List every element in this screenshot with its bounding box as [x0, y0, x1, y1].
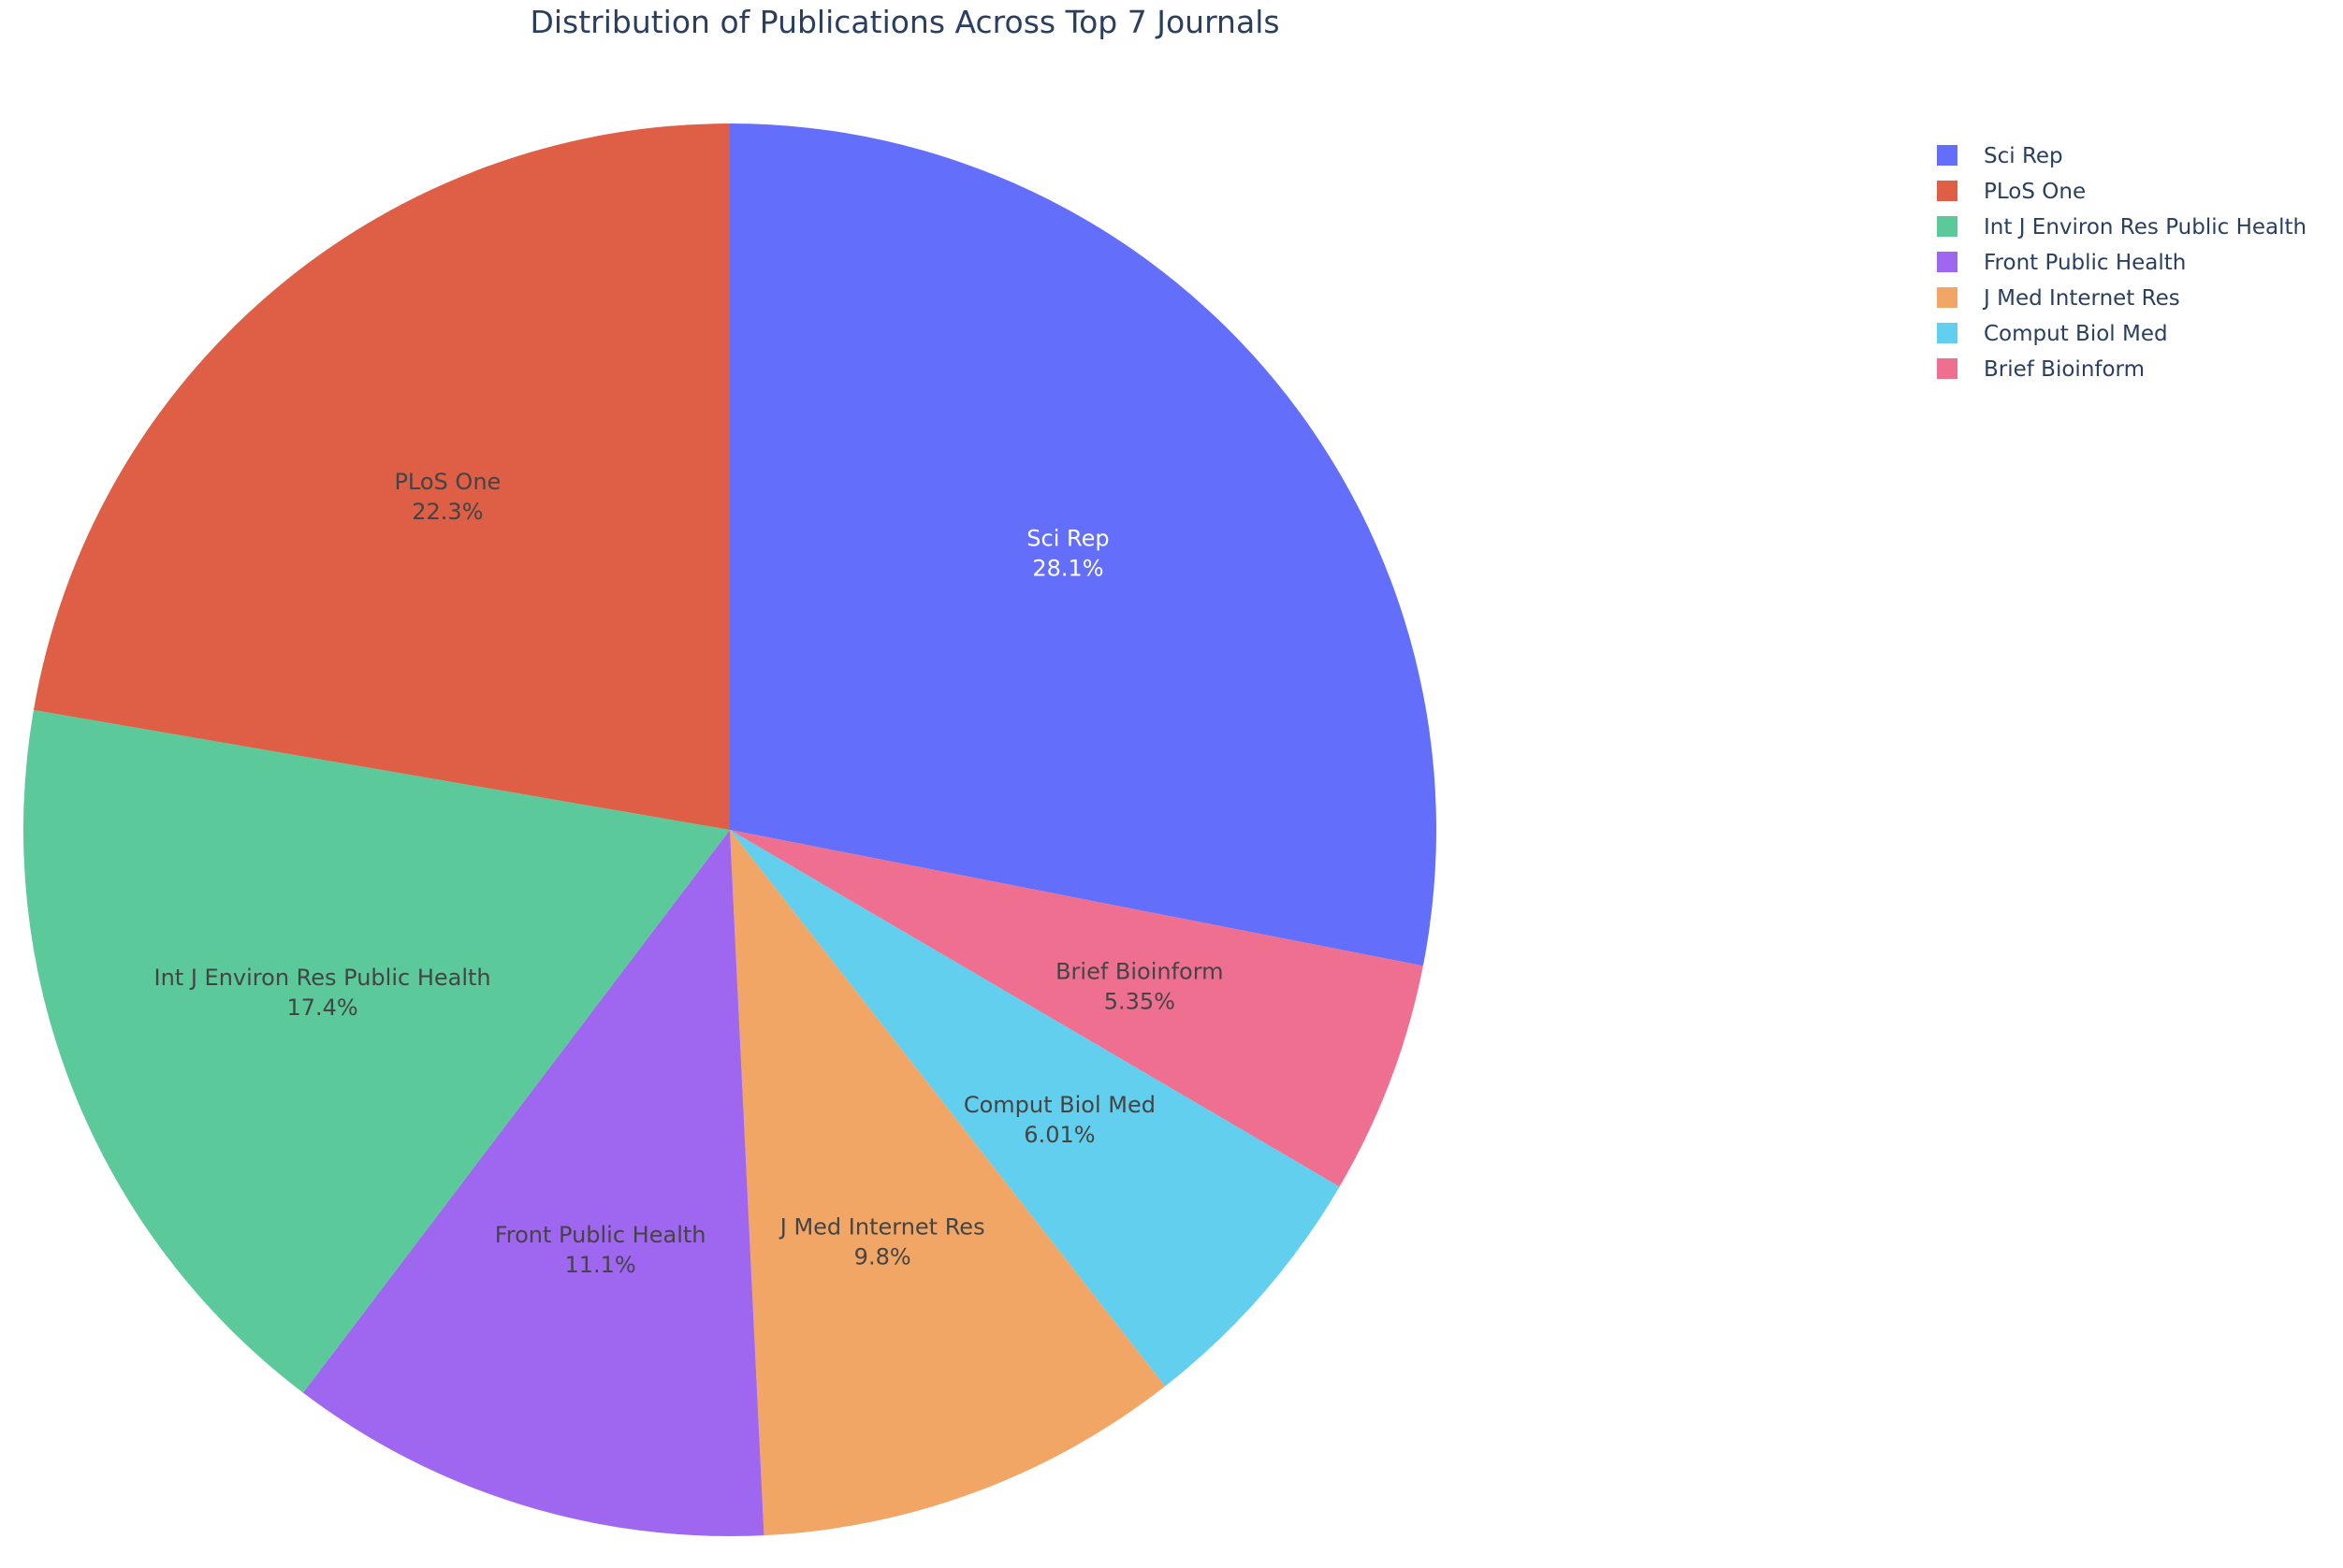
legend-swatch	[1937, 216, 1957, 237]
legend-label: Brief Bioinform	[1984, 357, 2145, 382]
legend-item-brief-bioinform[interactable]: Brief Bioinform	[1937, 357, 2145, 382]
pie-slice-int-j-environ-res-public-health	[23, 709, 730, 1393]
pie-slice-j-med-internet-res	[730, 830, 1166, 1536]
slice-percent-int-j-environ-res-public-health: 17.4%	[286, 995, 357, 1021]
slice-label-sci-rep: Sci Rep	[1026, 526, 1109, 552]
slice-percent-comput-biol-med: 6.01%	[1024, 1122, 1095, 1148]
legend-item-sci-rep[interactable]: Sci Rep	[1937, 144, 2063, 168]
chart-title: Distribution of Publications Across Top …	[530, 4, 1279, 40]
legend-item-comput-biol-med[interactable]: Comput Biol Med	[1937, 322, 2168, 346]
pie-slice-sci-rep	[730, 123, 1437, 966]
legend-swatch	[1937, 181, 1957, 201]
legend-swatch	[1937, 323, 1957, 343]
legend-label: Front Public Health	[1984, 251, 2186, 275]
legend-label: Comput Biol Med	[1984, 322, 2168, 346]
slice-label-comput-biol-med: Comput Biol Med	[964, 1092, 1156, 1118]
slice-label-int-j-environ-res-public-health: Int J Environ Res Public Health	[154, 965, 491, 991]
legend-item-int-j-environ-res-public-health[interactable]: Int J Environ Res Public Health	[1937, 215, 2307, 240]
pie-slice-comput-biol-med	[730, 830, 1340, 1387]
pie-slice-labels: Sci Rep 28.1% Brief Bioinform 5.35% Comput B…	[154, 469, 1224, 1278]
legend-label: J Med Internet Res	[1982, 286, 2180, 311]
slice-label-brief-bioinform: Brief Bioinform	[1055, 959, 1224, 985]
legend-swatch	[1937, 358, 1957, 379]
pie-slice-brief-bioinform	[730, 830, 1423, 1187]
legend-item-front-public-health[interactable]: Front Public Health	[1937, 251, 2186, 275]
slice-percent-brief-bioinform: 5.35%	[1104, 989, 1175, 1015]
legend: Sci Rep PLoS One Int J Environ Res Public …	[1937, 144, 2307, 382]
legend-label: Int J Environ Res Public Health	[1984, 215, 2307, 240]
slice-percent-plos-one: 22.3%	[412, 499, 483, 525]
legend-swatch	[1937, 145, 1957, 166]
legend-swatch	[1937, 287, 1957, 308]
legend-label: Sci Rep	[1984, 144, 2063, 168]
legend-swatch	[1937, 252, 1957, 272]
legend-label: PLoS One	[1984, 180, 2086, 204]
slice-label-front-public-health: Front Public Health	[495, 1222, 706, 1248]
slice-percent-sci-rep: 28.1%	[1032, 556, 1103, 582]
legend-item-plos-one[interactable]: PLoS One	[1937, 180, 2086, 204]
slice-label-plos-one: PLoS One	[394, 469, 501, 495]
pie-slices	[23, 123, 1437, 1537]
pie-slice-plos-one	[33, 123, 731, 830]
slice-percent-front-public-health: 11.1%	[564, 1252, 635, 1278]
slice-label-j-med-internet-res: J Med Internet Res	[779, 1214, 985, 1241]
pie-slice-front-public-health	[302, 830, 764, 1537]
slice-percent-j-med-internet-res: 9.8%	[854, 1244, 911, 1270]
legend-item-j-med-internet-res[interactable]: J Med Internet Res	[1937, 286, 2180, 311]
